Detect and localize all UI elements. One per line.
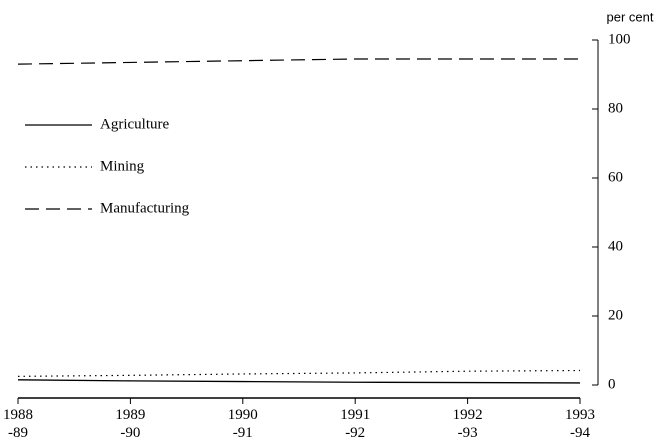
legend-label: Agriculture [100, 116, 169, 132]
y-tick-label: 100 [608, 31, 631, 47]
y-tick-label: 20 [608, 307, 623, 323]
line [17, 58, 580, 65]
x-tick-label: 1993 -94 [565, 407, 595, 441]
legend-label: Manufacturing [100, 200, 190, 216]
x-tick-label: 1990 -91 [228, 407, 258, 441]
y-tick-label: 0 [608, 376, 616, 392]
line [17, 369, 581, 377]
x-tick-label: 1991 -92 [340, 407, 370, 441]
x-tick-label: 1992 -93 [453, 407, 483, 441]
x-tick-label: 1988 -89 [3, 407, 33, 441]
legend-label: Mining [100, 158, 145, 174]
y-tick-label: 40 [608, 238, 623, 254]
x-tick-label: 1989 -90 [115, 407, 145, 441]
y-axis-label: per cent [607, 9, 654, 24]
line [17, 379, 581, 384]
y-tick-label: 80 [608, 100, 623, 116]
y-tick-label: 60 [608, 169, 623, 185]
